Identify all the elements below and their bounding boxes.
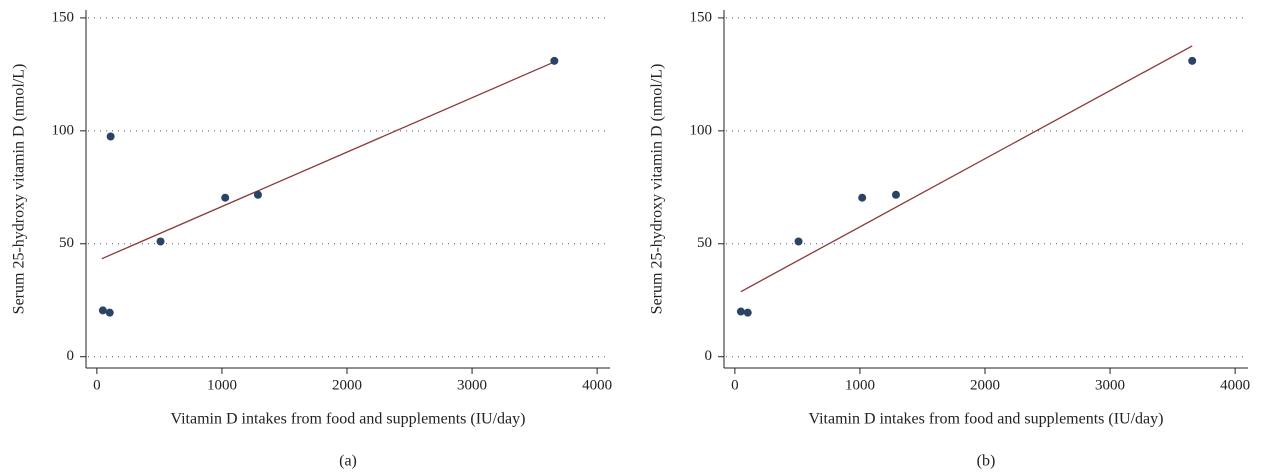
point (106, 132, 115, 141)
y-axis-label: Serum 25-hydroxy vitamin D (nmol/L) (11, 64, 28, 315)
point (736, 307, 745, 316)
fit-line (101, 61, 555, 260)
point (98, 306, 107, 315)
x-tick-label: 3000 (457, 377, 487, 393)
point (1188, 56, 1197, 65)
x-tick-label: 3000 (1095, 377, 1125, 393)
fit-line (740, 45, 1193, 293)
point (743, 308, 752, 317)
y-tick-label: 150 (690, 9, 713, 25)
point (105, 308, 114, 317)
point (253, 190, 262, 199)
point (891, 190, 900, 199)
point (156, 237, 165, 246)
x-tick-label: 4000 (582, 377, 612, 393)
y-tick-label: 50 (59, 235, 74, 251)
x-tick-label: 1000 (845, 377, 875, 393)
x-tick-label: 4000 (1220, 377, 1250, 393)
y-axis-label: Serum 25-hydroxy vitamin D (nmol/L) (649, 64, 666, 315)
y-tick-label: 150 (52, 9, 75, 25)
x-tick-label: 0 (731, 377, 739, 393)
caption: (b) (977, 453, 996, 470)
x-axis-label: Vitamin D intakes from food and suppleme… (171, 411, 526, 428)
x-tick-label: 2000 (970, 377, 1000, 393)
point (794, 237, 803, 246)
point (550, 56, 559, 65)
caption: (a) (339, 453, 357, 470)
x-axis-label: Vitamin D intakes from food and suppleme… (809, 411, 1164, 428)
y-tick-label: 100 (52, 122, 75, 138)
x-tick-label: 1000 (207, 377, 237, 393)
point (858, 193, 867, 202)
y-tick-label: 0 (67, 348, 75, 364)
y-tick-label: 50 (697, 235, 712, 251)
point (221, 193, 230, 202)
y-tick-label: 0 (705, 348, 713, 364)
x-tick-label: 0 (93, 377, 101, 393)
x-tick-label: 2000 (332, 377, 362, 393)
y-tick-label: 100 (690, 122, 713, 138)
